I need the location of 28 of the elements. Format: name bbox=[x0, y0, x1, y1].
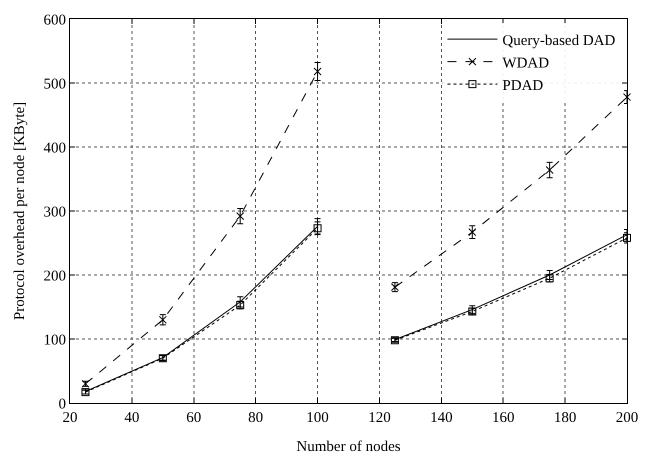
point bbox=[314, 67, 322, 76]
y-tick-label: 200 bbox=[44, 268, 66, 284]
y-tick-label: 0 bbox=[58, 396, 66, 412]
x-tick-label: 120 bbox=[368, 410, 391, 426]
x-tick-label: 180 bbox=[554, 410, 576, 426]
y-tick-label: 500 bbox=[44, 76, 66, 92]
x-tick-label: 80 bbox=[248, 410, 264, 426]
point bbox=[314, 224, 322, 232]
point bbox=[546, 166, 554, 174]
y-tick-label: 400 bbox=[44, 140, 66, 156]
y-tick-label: 300 bbox=[44, 204, 66, 220]
point bbox=[236, 212, 244, 220]
x-tick-label: 140 bbox=[430, 410, 453, 426]
y-tick-label: 600 bbox=[44, 12, 66, 28]
y-tick-label: 100 bbox=[44, 332, 66, 348]
legend-label: WDAD bbox=[502, 55, 550, 72]
x-tick-label: 200 bbox=[616, 410, 638, 426]
x-tick-label: 100 bbox=[306, 410, 329, 426]
x-tick-label: 60 bbox=[186, 410, 202, 426]
point bbox=[468, 228, 476, 236]
x-axis-title: Number of nodes bbox=[296, 439, 401, 455]
legend-label: Query-based DAD bbox=[502, 32, 616, 49]
x-tick-label: 160 bbox=[492, 410, 514, 426]
y-axis-title: Protocol overhead per node [KByte] bbox=[12, 102, 28, 320]
point bbox=[623, 234, 631, 242]
x-tick-label: 20 bbox=[62, 410, 78, 426]
legend-label: PDAD bbox=[502, 78, 544, 94]
x-tick-label: 40 bbox=[124, 410, 140, 426]
